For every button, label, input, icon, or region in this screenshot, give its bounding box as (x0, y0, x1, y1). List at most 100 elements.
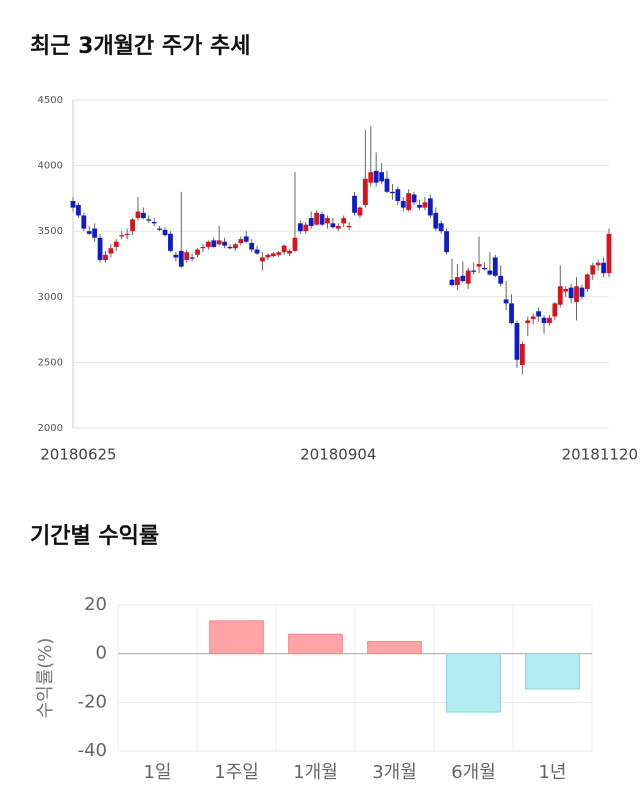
bar (367, 641, 422, 655)
candle-body (76, 204, 81, 216)
candle-body (465, 270, 471, 284)
y-tick-label: 4000 (38, 161, 63, 172)
x-tick-label: 20180625 (40, 446, 116, 464)
candle-body (422, 202, 428, 208)
candle-body (287, 250, 292, 254)
candle-body (335, 225, 341, 229)
chart-title: 기간별 수익률 (30, 524, 159, 549)
candle-body (541, 317, 547, 324)
candle-body (373, 170, 379, 183)
candle-body (81, 215, 87, 229)
candle-body (390, 191, 395, 194)
y-tick-label: 2500 (38, 357, 63, 368)
candle-body (503, 299, 509, 304)
y-tick-label: -40 (78, 740, 107, 761)
candle-body (113, 241, 119, 247)
x-tick-label: 20180904 (300, 446, 376, 464)
candle-body (124, 233, 130, 236)
candle-body (108, 248, 114, 254)
candle-body (233, 244, 238, 249)
y-tick-label: 4500 (38, 95, 63, 106)
x-tick-label: 1일 (143, 762, 171, 783)
candle-body (584, 274, 590, 289)
bar (525, 653, 580, 690)
candle-body (357, 207, 363, 216)
candle-body (476, 264, 482, 267)
candle-body (492, 257, 498, 276)
candle-body (151, 222, 157, 224)
chart-title: 최근 3개월간 주가 추세 (30, 34, 250, 59)
candle-body (70, 201, 76, 208)
candle-body (525, 320, 531, 324)
candle-body (184, 252, 190, 261)
candle-body (519, 344, 525, 366)
candle-body (189, 257, 195, 259)
candle-body (579, 287, 585, 297)
candle-body (227, 246, 233, 249)
candle-body (205, 241, 211, 247)
candle-body (97, 237, 103, 261)
candle-body (379, 172, 385, 182)
candle-body (195, 249, 200, 255)
candle-body (406, 193, 412, 211)
y-tick-label: 0 (96, 643, 107, 664)
candle-body (411, 194, 417, 203)
candle-body (200, 246, 206, 249)
candle-body (590, 265, 596, 275)
candle-body (384, 178, 390, 192)
x-tick-label: 6개월 (451, 762, 496, 783)
candle-body (547, 317, 552, 324)
candle-body (606, 233, 612, 274)
candle-body (563, 288, 569, 292)
candle-body (314, 212, 320, 225)
candle-body (352, 195, 357, 213)
candle-body (595, 262, 601, 266)
candle-body (552, 303, 558, 317)
candle-body (254, 249, 260, 254)
y-axis-label: 수익률(%) (35, 638, 56, 719)
bar (446, 653, 501, 713)
candle-body (530, 316, 536, 320)
candle-body (455, 277, 460, 285)
candle-body (325, 218, 330, 224)
x-tick-label: 1개월 (293, 762, 338, 783)
y-tick-label: 20 (84, 594, 107, 615)
candle-body (471, 270, 477, 272)
candle-body (297, 223, 303, 232)
candle-body (498, 275, 504, 284)
candle-body (557, 286, 563, 305)
bar (288, 633, 343, 655)
candle-body (260, 257, 265, 262)
y-tick-label: 3500 (38, 226, 63, 237)
candle-body (92, 228, 98, 238)
candle-body (400, 201, 406, 208)
candle-body (162, 229, 168, 236)
candle-body (216, 240, 222, 245)
candle-body (433, 212, 439, 229)
candle-body (487, 270, 493, 275)
candle-body (276, 252, 282, 255)
x-tick-label: 3개월 (372, 762, 417, 783)
candle-body (509, 303, 514, 324)
candle-body (103, 254, 108, 261)
candle-body (157, 228, 163, 230)
candle-body (243, 236, 249, 242)
candle-body (330, 223, 336, 228)
candle-body (417, 204, 422, 208)
candle-body (536, 311, 542, 317)
candle-body (119, 235, 125, 237)
candle-body (303, 224, 309, 232)
candle-body (281, 245, 287, 253)
candle-body (341, 218, 347, 224)
candle-body (130, 219, 135, 232)
candle-body (249, 243, 255, 250)
candle-body (238, 239, 244, 244)
candle-body (427, 198, 433, 216)
y-tick-label: -20 (78, 691, 107, 712)
y-tick-label: 3000 (38, 292, 63, 303)
candle-body (482, 267, 487, 270)
x-tick-label: 1주일 (214, 762, 259, 783)
candle-body (86, 231, 92, 234)
candle-body (568, 287, 574, 299)
bar (209, 620, 264, 655)
